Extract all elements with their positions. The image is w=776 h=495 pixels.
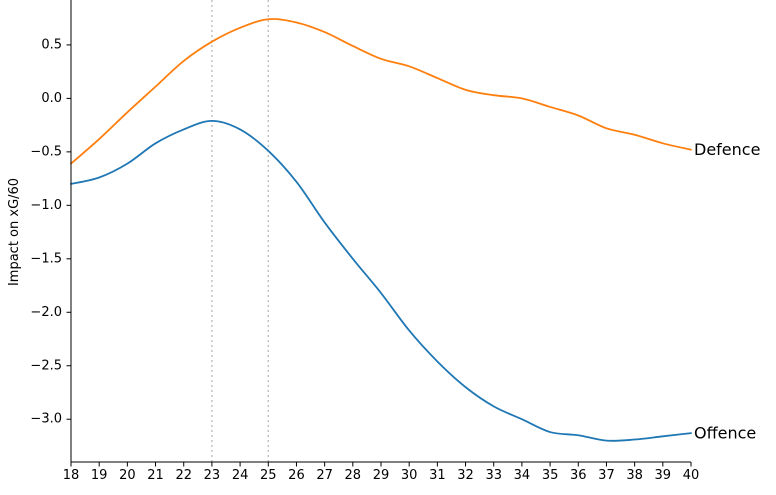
y-axis-title: Impact on xG/60 bbox=[7, 178, 22, 286]
y-tick-label: 0.0 bbox=[41, 91, 62, 106]
y-tick-label: −0.5 bbox=[30, 144, 62, 159]
x-tick-label: 23 bbox=[204, 468, 221, 483]
series-line-defence bbox=[70, 18, 692, 165]
x-tick-label: 39 bbox=[655, 468, 672, 483]
axes bbox=[70, 0, 691, 463]
series-label-defence: Defence bbox=[694, 140, 760, 159]
y-tick-label: −2.0 bbox=[30, 305, 62, 320]
x-tick-label: 37 bbox=[598, 468, 615, 483]
y-tick-label: −2.5 bbox=[30, 358, 62, 373]
x-tick-label: 35 bbox=[542, 468, 559, 483]
x-tick-label: 38 bbox=[626, 468, 643, 483]
x-tick-label: 19 bbox=[91, 468, 108, 483]
x-tick-label: 21 bbox=[147, 468, 164, 483]
series-line-offence bbox=[70, 119, 692, 442]
x-tick-label: 32 bbox=[457, 468, 474, 483]
x-tick-label: 25 bbox=[260, 468, 277, 483]
reference-lines bbox=[211, 0, 269, 462]
y-tick-label: −1.5 bbox=[30, 251, 62, 266]
y-tick-label: −1.0 bbox=[30, 198, 62, 213]
x-tick-label: 34 bbox=[514, 468, 531, 483]
x-tick-label: 22 bbox=[175, 468, 192, 483]
x-tick-label: 26 bbox=[288, 468, 305, 483]
x-tick-label: 33 bbox=[485, 468, 502, 483]
x-tick-label: 30 bbox=[401, 468, 418, 483]
x-tick-label: 28 bbox=[345, 468, 362, 483]
series-label-offence: Offence bbox=[694, 424, 756, 443]
x-tick-label: 36 bbox=[570, 468, 587, 483]
y-tick-label: 0.5 bbox=[41, 37, 62, 52]
x-tick-label: 40 bbox=[683, 468, 700, 483]
x-tick-label: 27 bbox=[316, 468, 333, 483]
y-tick-label: −3.0 bbox=[30, 412, 62, 427]
x-tick-label: 24 bbox=[232, 468, 249, 483]
x-tick-label: 29 bbox=[373, 468, 390, 483]
x-axis-ticks: 18 19 20 21 22 23 24 25 26 27 28 29 30 31 32 33 34 35 36 37… bbox=[63, 462, 700, 483]
x-tick-label: 18 bbox=[63, 468, 80, 483]
x-tick-label: 20 bbox=[119, 468, 136, 483]
x-tick-label: 31 bbox=[429, 468, 446, 483]
y-axis-ticks: 0.5 0.0 −0.5 −1.0 −1.5 −2.0 −2.5 −3.0 bbox=[30, 37, 71, 427]
series-labels: Defence Offence bbox=[694, 140, 760, 442]
series-lines bbox=[70, 18, 692, 442]
